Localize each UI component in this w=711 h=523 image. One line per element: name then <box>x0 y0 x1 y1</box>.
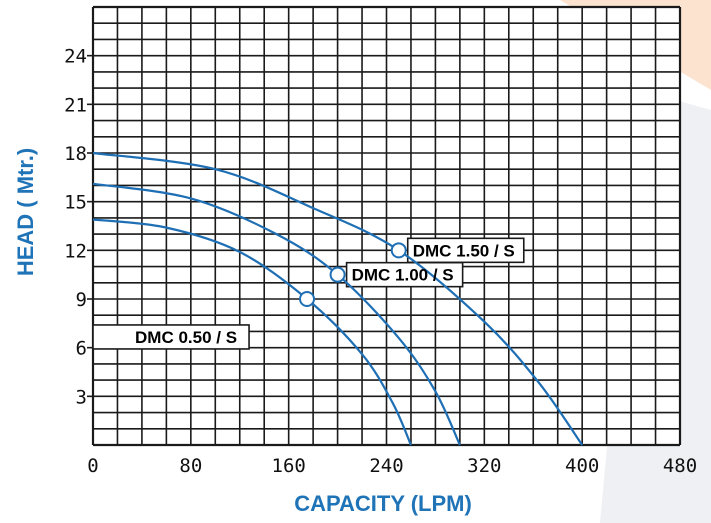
x-tick-label: 160 <box>272 455 306 477</box>
x-tick-label: 320 <box>467 455 501 477</box>
y-tick-label: 21 <box>64 94 87 116</box>
x-tick-label: 80 <box>179 455 202 477</box>
series-label-boxes <box>92 237 525 350</box>
y-tick-label: 15 <box>64 192 87 214</box>
x-axis-title: CAPACITY (LPM) <box>294 491 472 516</box>
y-tick-label: 12 <box>64 240 87 262</box>
y-tick-label: 3 <box>76 386 87 408</box>
series-label: DMC 0.50 / S <box>135 328 237 347</box>
y-tick-label: 6 <box>76 338 87 360</box>
x-tick-label: 240 <box>369 455 403 477</box>
series-label-box <box>92 324 250 350</box>
series-label: DMC 1.50 / S <box>413 241 515 260</box>
y-tick-label: 18 <box>64 143 87 165</box>
x-tick-label: 0 <box>87 455 98 477</box>
series-label-box <box>345 261 464 288</box>
x-tick-label: 480 <box>663 455 697 477</box>
x-tick-label: 400 <box>565 455 599 477</box>
series-labels: DMC 0.50 / S DMC 1.00 / S DMC 1.50 / S <box>135 241 515 347</box>
series-label-box <box>406 237 525 264</box>
y-axis-title: HEAD ( Mtr.) <box>13 148 38 276</box>
series-marker <box>299 291 316 307</box>
chart-grid <box>91 5 682 447</box>
chart-markers <box>299 242 407 307</box>
series-label: DMC 1.00 / S <box>352 266 454 285</box>
y-axis-ticks: 3 6 9 12 15 18 21 24 <box>64 46 93 408</box>
y-tick-label: 9 <box>76 289 87 311</box>
x-axis-ticks: 0 80 160 240 320 400 480 <box>87 455 697 477</box>
series-marker <box>390 242 407 259</box>
y-tick-label: 24 <box>64 46 87 68</box>
series-marker <box>329 266 346 283</box>
